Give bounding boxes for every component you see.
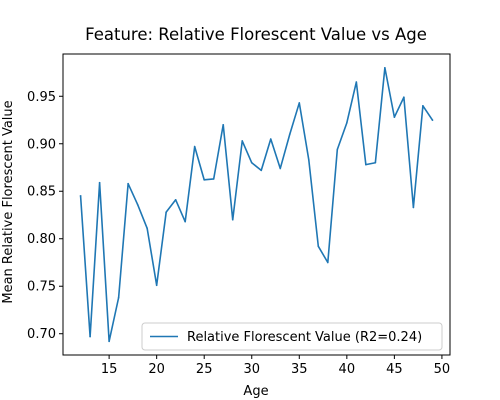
legend-box	[141, 322, 443, 351]
data-point	[174, 198, 177, 201]
x-tick-label: 25	[196, 362, 213, 377]
data-points	[79, 66, 434, 343]
x-tick-label: 50	[434, 362, 451, 377]
y-tick-label: 0.70	[27, 327, 56, 342]
data-point	[317, 245, 320, 248]
data-point	[288, 133, 291, 136]
data-point	[79, 195, 82, 197]
data-point	[146, 227, 148, 230]
x-tick-label: 45	[386, 362, 403, 377]
data-point	[269, 138, 272, 140]
x-axis-label: Age	[243, 384, 268, 399]
series-line	[79, 66, 434, 343]
data-point	[136, 203, 139, 206]
chart-title: Feature: Relative Florescent Value vs Ag…	[85, 25, 427, 44]
data-point	[412, 206, 415, 209]
x-tick-label: 35	[291, 362, 308, 377]
data-point	[165, 211, 167, 213]
y-axis-ticks: 0.70 0.75 0.80 0.85 0.90 0.95	[27, 90, 63, 342]
data-point	[117, 296, 120, 299]
legend: Relative Florescent Value (R2=0.24)	[141, 322, 443, 351]
data-point	[250, 161, 253, 164]
data-point	[260, 169, 263, 172]
x-axis-ticks: 15 20 25 30 35 40 45 50	[101, 355, 450, 377]
data-point	[98, 181, 101, 184]
data-point	[241, 140, 244, 142]
x-tick-label: 40	[339, 362, 356, 377]
data-point	[307, 159, 310, 161]
y-tick-label: 0.80	[27, 232, 56, 247]
data-point	[346, 122, 348, 124]
data-point	[374, 161, 377, 164]
x-tick-label: 20	[148, 362, 165, 377]
data-point	[298, 102, 301, 104]
y-axis-label: Mean Relative Florescent Value	[1, 100, 16, 303]
data-point	[127, 182, 129, 185]
data-point	[327, 261, 329, 264]
data-point	[155, 284, 158, 287]
data-point	[355, 81, 358, 83]
legend-label: Relative Florescent Value (R2=0.24)	[187, 330, 422, 345]
data-point	[393, 116, 396, 118]
data-point	[212, 178, 215, 180]
data-point	[403, 96, 405, 99]
data-point	[279, 167, 282, 170]
x-tick-label: 30	[243, 362, 260, 377]
data-point	[222, 123, 225, 126]
data-point	[422, 104, 424, 107]
data-point	[193, 145, 196, 148]
y-tick-label: 0.90	[27, 137, 56, 152]
data-point	[231, 218, 234, 221]
data-point	[89, 335, 91, 338]
data-point	[431, 119, 434, 121]
axes-frame	[62, 53, 451, 356]
y-tick-label: 0.75	[27, 280, 56, 295]
data-point	[184, 220, 186, 223]
data-point	[336, 148, 339, 151]
data-point	[384, 66, 386, 69]
x-tick-label: 15	[101, 362, 118, 377]
data-point	[108, 340, 110, 343]
y-tick-label: 0.85	[27, 185, 56, 200]
plot-area: 15 20 25 30 35 40 45 50 0.70 0.75 0.80 0.85 0.90 0.9…	[27, 53, 451, 377]
data-point	[203, 179, 206, 181]
y-tick-label: 0.95	[27, 90, 56, 105]
data-point	[365, 163, 367, 166]
